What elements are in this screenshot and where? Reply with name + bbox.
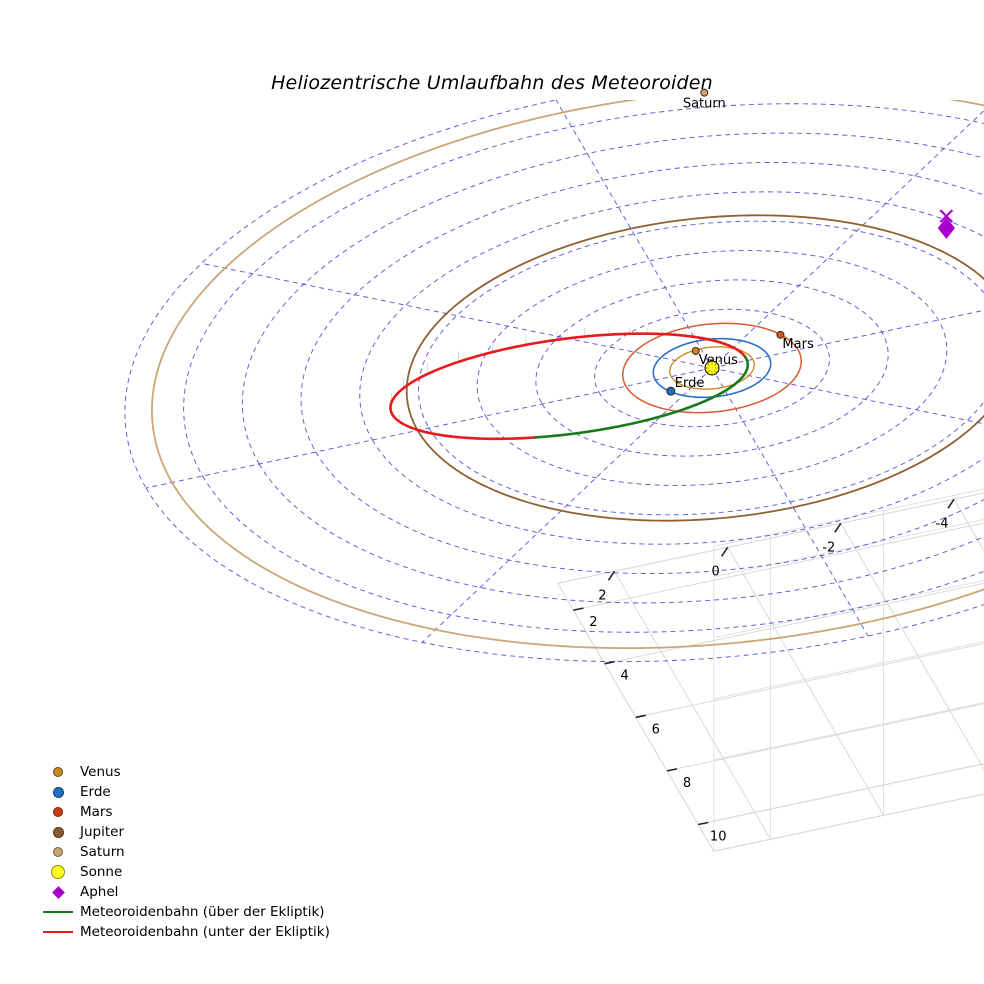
page-title: Heliozentrische Umlaufbahn des Meteoroid… (271, 72, 713, 94)
legend-item[interactable]: Venus (38, 762, 338, 782)
legend-key-diamond (38, 885, 78, 899)
legend-key-line (38, 931, 78, 933)
legend-key-dot (38, 826, 78, 838)
marker-erde (666, 386, 676, 396)
legend-key-dot (38, 767, 78, 777)
y-tick-label: 2 (589, 615, 597, 630)
legend-dot-marker (52, 826, 64, 838)
legend-item-label: Sonne (80, 864, 123, 880)
legend-item-label: Meteoroidenbahn (über der Ekliptik) (80, 904, 325, 920)
y-tick-label: 4 (620, 669, 628, 684)
x-tick-label: 0 (711, 564, 719, 579)
legend-item-label: Saturn (80, 844, 125, 860)
label-saturn: Saturn (683, 97, 726, 112)
meteoroid-trajectory (389, 332, 750, 441)
marker-venus (691, 346, 700, 355)
legend-item[interactable]: Sonne (38, 862, 338, 882)
legend: Venus Erde Mars Jupiter Saturn Sonne Aphel Mete… (38, 762, 338, 942)
legend-item-label: Mars (80, 804, 113, 820)
x-tick-label: -4 (936, 516, 949, 531)
legend-dot-marker (51, 865, 65, 879)
marker-mars (776, 330, 785, 339)
legend-key-dot (38, 807, 78, 817)
y-tick-label: 10 (710, 830, 727, 845)
legend-key-dot (38, 786, 78, 798)
legend-key-dot (38, 847, 78, 857)
y-tick-label: 8 (683, 776, 691, 791)
legend-dot-marker (53, 767, 63, 777)
planet-orbit-erde (652, 337, 772, 399)
x-tick-label: 2 (598, 588, 606, 603)
sun-rays-icon (705, 361, 719, 375)
legend-item-label: Meteoroidenbahn (unter der Ekliptik) (80, 924, 330, 940)
legend-item-label: Jupiter (80, 824, 125, 840)
legend-line-swatch (43, 931, 73, 933)
planet-orbits (150, 100, 984, 650)
legend-dot-marker (53, 847, 63, 857)
axes-3d-box (556, 488, 984, 852)
legend-diamond-marker (51, 885, 65, 899)
legend-item-label: Erde (80, 784, 111, 800)
legend-item[interactable]: Saturn (38, 842, 338, 862)
legend-item-label: Venus (80, 764, 121, 780)
polar-grid (124, 100, 984, 663)
legend-item[interactable]: Erde (38, 782, 338, 802)
legend-dot-marker (53, 807, 63, 817)
legend-item-label: Aphel (80, 884, 119, 900)
y-tick-label: 6 (652, 722, 660, 737)
label-mars: Mars (782, 337, 814, 352)
aphelion-cross-icon (939, 209, 954, 223)
legend-item[interactable]: Aphel (38, 882, 338, 902)
label-erde: Erde (675, 376, 705, 391)
legend-item[interactable]: Meteoroidenbahn (unter der Ekliptik) (38, 922, 338, 942)
x-tick-label: -2 (822, 540, 835, 555)
planet-orbit-saturn (150, 100, 984, 650)
planet-orbit-mars (622, 322, 802, 414)
aphelion-marker (937, 217, 955, 239)
legend-key-dot (38, 865, 78, 879)
legend-item[interactable]: Jupiter (38, 822, 338, 842)
marker-saturn (700, 88, 709, 97)
legend-item[interactable]: Meteoroidenbahn (über der Ekliptik) (38, 902, 338, 922)
legend-key-line (38, 911, 78, 913)
planet-orbit-jupiter (405, 214, 984, 522)
legend-item[interactable]: Mars (38, 802, 338, 822)
legend-dot-marker (52, 786, 64, 798)
planet-orbit-venus (669, 346, 755, 390)
legend-line-swatch (43, 911, 73, 913)
